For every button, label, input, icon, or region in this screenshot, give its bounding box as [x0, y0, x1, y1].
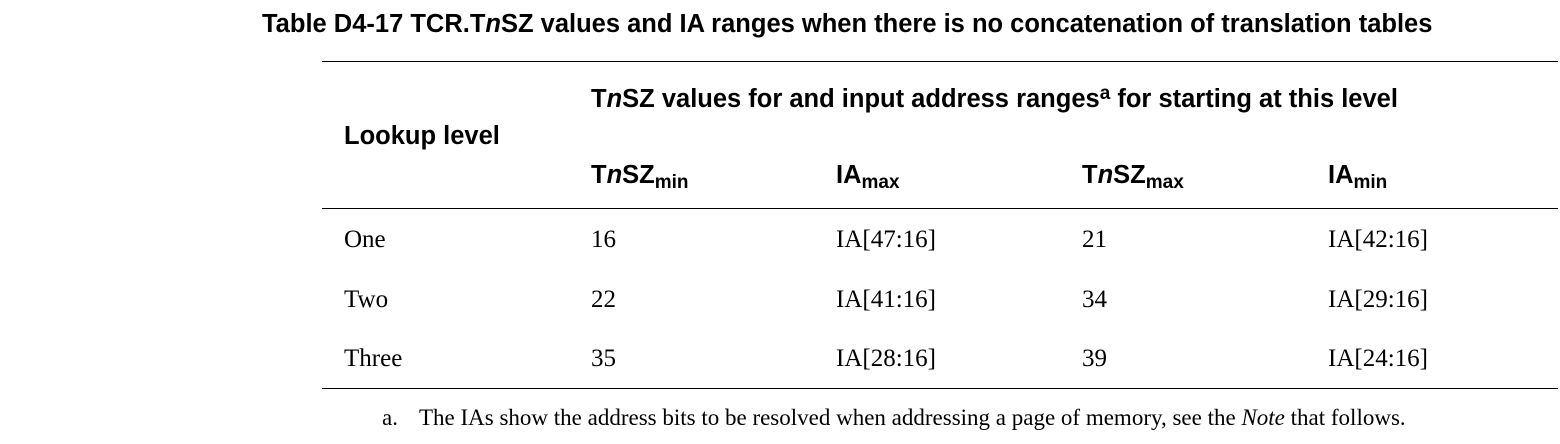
col-italic: n	[606, 161, 623, 189]
cell-tnsz-max: 34	[1082, 286, 1107, 313]
header-group: TnSZ values for and input address ranges…	[591, 84, 1398, 114]
header-group-italic: n	[606, 85, 623, 113]
caption-italic: n	[485, 10, 501, 38]
col-subscript: min	[1353, 172, 1388, 193]
header-group-prefix: T	[591, 85, 607, 113]
table-caption: Table D4-17 TCR.TnSZ values and IA range…	[262, 6, 1558, 42]
cell-ia-min: IA[29:16]	[1328, 286, 1428, 313]
header-ia-max: IAmax	[836, 160, 900, 193]
col-base-post: SZ	[1113, 161, 1146, 189]
cell-tnsz-max: 39	[1082, 345, 1107, 372]
footnote-text-before: The IAs show the address bits to be reso…	[419, 405, 1242, 430]
col-base-pre: T	[1082, 161, 1098, 189]
col-base-pre: T	[591, 161, 607, 189]
col-base-pre: IA	[1328, 161, 1354, 189]
col-base-pre: IA	[836, 161, 862, 189]
cell-ia-max: IA[47:16]	[836, 226, 936, 253]
cell-ia-max: IA[28:16]	[836, 345, 936, 372]
cell-ia-min: IA[24:16]	[1328, 345, 1428, 372]
header-footnote-ref: a	[1099, 83, 1111, 104]
table-footnote: a. The IAs show the address bits to be re…	[382, 403, 1406, 433]
col-base-post: SZ	[622, 161, 655, 189]
footnote-text-after: that follows.	[1284, 405, 1406, 430]
cell-tnsz-min: 16	[591, 226, 616, 253]
cell-tnsz-max: 21	[1082, 226, 1107, 253]
col-subscript: min	[654, 172, 689, 193]
header-ia-min: IAmin	[1328, 160, 1388, 193]
col-subscript: max	[861, 172, 900, 193]
footnote-note-link-text: Note	[1241, 405, 1285, 430]
table-bottom-rule	[322, 388, 1558, 389]
header-group-tail: for starting at this level	[1110, 85, 1398, 113]
cell-lookup-level: One	[344, 226, 386, 253]
header-lookup-level: Lookup level	[344, 122, 500, 150]
col-italic: n	[1097, 161, 1114, 189]
cell-tnsz-min: 35	[591, 345, 616, 372]
header-tnsz-max: TnSZmax	[1082, 160, 1184, 193]
footnote-mark: a.	[382, 405, 398, 430]
cell-tnsz-min: 22	[591, 286, 616, 313]
cell-ia-min: IA[42:16]	[1328, 226, 1428, 253]
col-subscript: max	[1145, 172, 1184, 193]
caption-prefix: Table D4-17 TCR.T	[262, 10, 486, 38]
header-group-suffix: SZ values for and input address ranges	[622, 85, 1100, 113]
cell-lookup-level: Two	[344, 286, 389, 313]
cell-lookup-level: Three	[344, 345, 403, 372]
header-tnsz-min: TnSZmin	[591, 160, 689, 193]
table-top-rule	[322, 61, 1558, 62]
caption-suffix: SZ values and IA ranges when there is no…	[500, 10, 1433, 38]
table-header-rule	[322, 208, 1558, 209]
cell-ia-max: IA[41:16]	[836, 286, 936, 313]
